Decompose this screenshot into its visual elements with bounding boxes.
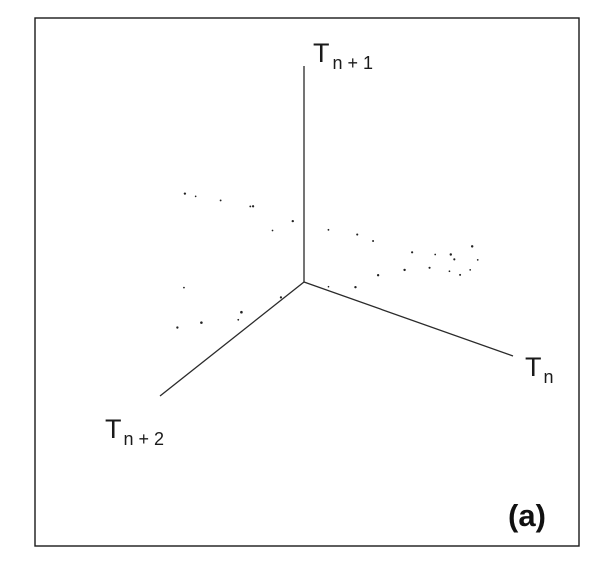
data-point <box>476 258 479 261</box>
data-point <box>240 310 243 314</box>
data-point <box>219 199 222 202</box>
data-point <box>176 326 179 329</box>
data-point <box>453 258 456 261</box>
data-point <box>372 239 375 242</box>
data-point <box>271 229 274 232</box>
data-point <box>411 251 414 254</box>
figure-frame <box>34 17 580 547</box>
data-point <box>459 273 462 276</box>
axis-tn2 <box>159 281 305 397</box>
data-point <box>251 205 255 208</box>
data-point <box>200 321 203 324</box>
data-point <box>237 318 240 321</box>
data-point <box>354 285 357 289</box>
data-point <box>327 228 330 231</box>
panel-label: (a) <box>508 498 546 533</box>
data-point <box>327 285 330 288</box>
data-point <box>448 270 451 273</box>
axis-tn <box>303 281 514 357</box>
data-point <box>249 205 252 208</box>
data-point <box>356 233 359 236</box>
data-point <box>194 195 197 198</box>
data-point <box>469 269 472 271</box>
data-point <box>403 268 406 272</box>
data-point <box>434 253 437 256</box>
data-point <box>279 296 283 299</box>
data-point <box>376 274 380 277</box>
data-point <box>428 266 431 269</box>
data-point <box>291 219 294 223</box>
data-points <box>176 192 479 329</box>
data-point <box>183 286 185 289</box>
data-point <box>183 192 187 195</box>
data-point <box>449 253 453 256</box>
axes <box>159 66 514 397</box>
data-point <box>470 245 474 248</box>
